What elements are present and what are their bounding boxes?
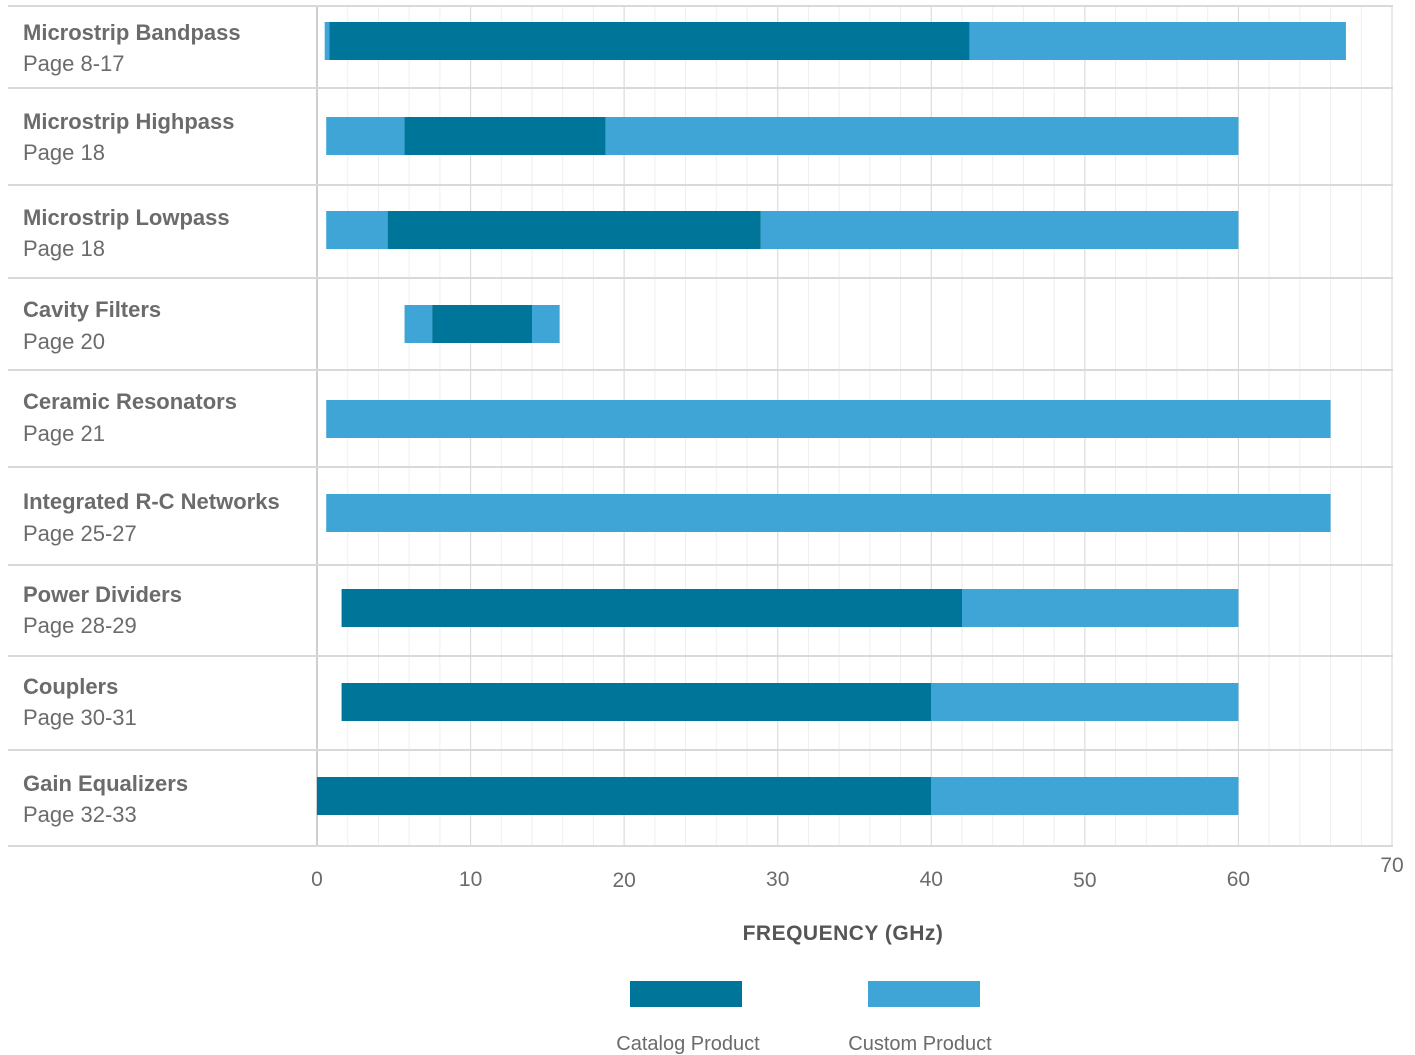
x-tick-label: 20 xyxy=(612,869,635,892)
row-label-name: Power Dividers xyxy=(23,582,182,607)
bar-segment-catalog xyxy=(341,683,932,721)
bar-segment-custom xyxy=(931,683,1239,721)
row-label-page: Page 18 xyxy=(23,236,105,261)
bar-segment-custom xyxy=(324,22,330,60)
bar-segment-catalog xyxy=(404,117,606,155)
x-tick-label: 60 xyxy=(1227,868,1250,891)
row-label-page: Page 18 xyxy=(23,140,105,165)
row-label-name: Microstrip Highpass xyxy=(23,109,234,134)
legend: Catalog Product Custom Product xyxy=(616,981,992,1055)
x-tick-label: 50 xyxy=(1073,869,1096,892)
legend-swatch-custom xyxy=(868,981,980,1007)
row-label-page: Page 28-29 xyxy=(23,613,137,638)
x-tick-label: 10 xyxy=(459,868,482,891)
bar-segment-catalog xyxy=(387,211,761,249)
bar-segment-custom xyxy=(326,494,1331,532)
bar-segment-custom xyxy=(326,400,1331,438)
legend-label-custom: Custom Product xyxy=(848,1033,992,1055)
row-label-page: Page 30-31 xyxy=(23,705,137,730)
bar-segment-custom xyxy=(326,211,388,249)
row-label-name: Cavity Filters xyxy=(23,297,161,322)
rows-layer: Microstrip Bandpass Page 8-17 Microstrip H… xyxy=(8,5,1393,847)
row-label-page: Page 32-33 xyxy=(23,802,137,827)
x-tick-label: 30 xyxy=(766,868,789,891)
bar-segment-custom xyxy=(760,211,1239,249)
row-label-page: Page 8-17 xyxy=(23,51,125,76)
bar-segment-catalog xyxy=(317,777,932,815)
row-label-page: Page 20 xyxy=(23,329,105,354)
row-label-name: Microstrip Lowpass xyxy=(23,205,230,230)
bar-segment-custom xyxy=(969,22,1346,60)
bar-segment-custom xyxy=(931,777,1239,815)
x-tick-label: 40 xyxy=(920,868,943,891)
bar-segment-custom xyxy=(404,305,433,343)
bars-layer xyxy=(317,22,1346,815)
row-label-name: Integrated R-C Networks xyxy=(23,489,280,514)
bar-segment-custom xyxy=(532,305,560,343)
x-tick-label: 0 xyxy=(311,868,323,891)
bar-segment-catalog xyxy=(341,589,963,627)
row-label-page: Page 25-27 xyxy=(23,521,137,546)
x-axis-title: FREQUENCY (GHz) xyxy=(743,922,944,945)
row-label-page: Page 21 xyxy=(23,421,105,446)
legend-swatch-catalog xyxy=(630,981,742,1007)
bar-segment-catalog xyxy=(432,305,532,343)
bar-segment-custom xyxy=(326,117,405,155)
x-axis: 0 10 20 30 40 50 60 70 xyxy=(311,854,1404,892)
legend-label-catalog: Catalog Product xyxy=(616,1033,760,1055)
x-tick-label: 70 xyxy=(1380,854,1403,877)
bar-segment-custom xyxy=(605,117,1239,155)
bar-segment-catalog xyxy=(329,22,970,60)
bar-segment-custom xyxy=(962,589,1239,627)
row-label-name: Couplers xyxy=(23,674,118,699)
row-label-name: Gain Equalizers xyxy=(23,771,188,796)
row-label-name: Microstrip Bandpass xyxy=(23,20,241,45)
row-label-name: Ceramic Resonators xyxy=(23,389,237,414)
